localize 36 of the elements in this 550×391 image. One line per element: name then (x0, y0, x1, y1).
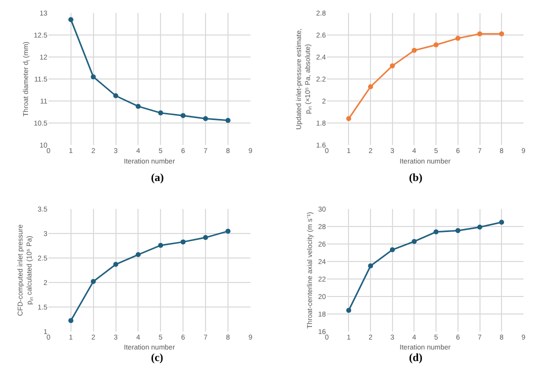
point (68, 318, 74, 324)
point (68, 17, 74, 22)
point (225, 118, 230, 123)
point (346, 116, 352, 122)
point (455, 36, 460, 41)
point (346, 308, 352, 313)
point (158, 110, 164, 116)
point (158, 242, 164, 248)
text: (d) (409, 352, 423, 364)
point (455, 228, 460, 234)
point (136, 252, 141, 258)
point (368, 263, 374, 268)
point (477, 224, 482, 230)
point (499, 220, 504, 225)
point (225, 228, 230, 234)
point (113, 93, 118, 98)
point (90, 74, 96, 80)
point (203, 116, 208, 122)
point (180, 113, 186, 118)
point (477, 31, 482, 36)
text: (c) (151, 352, 164, 364)
point (390, 247, 395, 252)
point (368, 84, 374, 90)
point (203, 235, 208, 240)
point (180, 239, 186, 244)
point (136, 104, 141, 109)
point (499, 31, 504, 36)
point (434, 229, 439, 234)
point (390, 63, 395, 68)
point (434, 42, 439, 48)
point (412, 238, 417, 244)
point (90, 279, 96, 284)
point (113, 262, 118, 267)
text: (a) (151, 172, 164, 184)
text: (b) (409, 172, 423, 184)
point (412, 48, 417, 53)
